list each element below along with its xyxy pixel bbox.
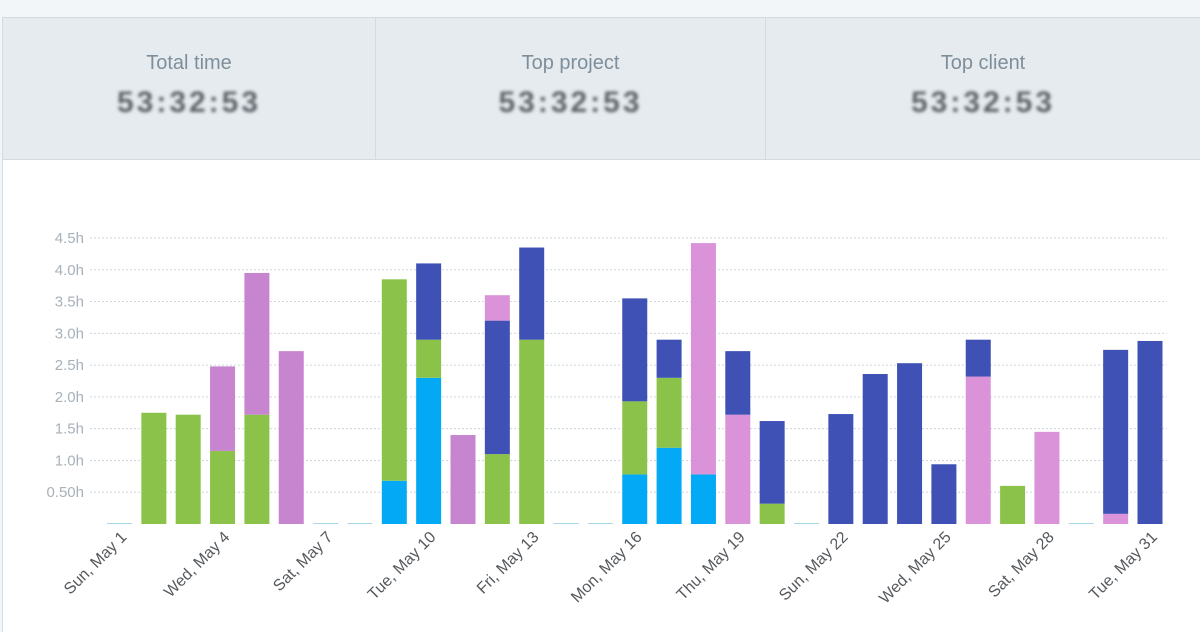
total-time-value: 53:32:53 <box>116 86 262 119</box>
x-tick-label: Sat, May 7 <box>270 529 336 595</box>
top-client-label: Top client <box>940 52 1026 74</box>
empty-day-marker <box>1068 523 1094 524</box>
total-time-label: Total time <box>146 52 232 74</box>
top-client-card: Top client 53:32:53 <box>766 18 1200 159</box>
bar-segment <box>416 263 442 340</box>
bar-segment <box>965 376 991 524</box>
bar-segment <box>622 401 648 475</box>
bar-segment <box>450 435 476 524</box>
bar-segment <box>210 366 236 451</box>
bar-segment <box>484 320 510 455</box>
bar-segment <box>725 414 751 524</box>
bar-segment <box>278 351 304 524</box>
bar-segment <box>381 480 407 524</box>
bar-segment <box>416 377 442 524</box>
x-tick-label: Sun, May 22 <box>776 529 852 605</box>
total-time-card: Total time 53:32:53 <box>3 18 376 159</box>
bar-segment <box>484 295 510 321</box>
bar-segment <box>931 464 957 524</box>
bar-segment <box>1137 340 1163 524</box>
y-tick-label: 3.5h <box>55 294 84 311</box>
bar-segment <box>175 414 201 524</box>
bar-segment <box>381 279 407 481</box>
y-tick-label: 1.5h <box>55 421 84 438</box>
bar-segment <box>828 414 854 524</box>
y-tick-label: 2.0h <box>55 389 84 406</box>
y-tick-label: 3.0h <box>55 325 84 342</box>
y-tick-label: 0.50h <box>46 484 84 501</box>
x-tick-label: Thu, May 19 <box>674 529 749 604</box>
y-tick-label: 1.0h <box>55 452 84 469</box>
x-tick-label: Tue, May 31 <box>1086 529 1161 604</box>
x-tick-label: Wed, May 4 <box>161 529 233 601</box>
top-project-card: Top project 53:32:53 <box>376 18 766 159</box>
bar-segment <box>656 339 682 378</box>
bar-segment <box>656 377 682 448</box>
bar-segment <box>690 243 716 475</box>
bar-segment <box>862 374 888 524</box>
bar-segment <box>897 363 923 524</box>
bar-segment <box>690 474 716 524</box>
empty-day-marker <box>347 523 373 524</box>
y-tick-label: 2.5h <box>55 357 84 374</box>
empty-day-marker <box>553 523 579 524</box>
bar-segment <box>519 247 545 340</box>
empty-day-marker <box>587 523 613 524</box>
bar-segment <box>244 272 270 415</box>
bar-segment <box>416 339 442 378</box>
bar-segment <box>725 351 751 415</box>
x-tick-label: Wed, May 25 <box>876 529 955 608</box>
summary-bar: Total time 53:32:53 Top project 53:32:53… <box>3 18 1200 160</box>
bar-segment <box>656 447 682 524</box>
top-project-value: 53:32:53 <box>498 86 643 119</box>
bar-segment <box>1034 431 1060 524</box>
bar-segment <box>965 339 991 377</box>
bar-segment <box>519 339 545 524</box>
bar-segment <box>1103 513 1129 524</box>
bar-segment <box>484 454 510 524</box>
bar-segment <box>759 503 785 524</box>
x-tick-label: Sun, May 1 <box>61 529 130 598</box>
bar-segment <box>622 474 648 524</box>
bar-segment <box>244 414 270 524</box>
bar-segment <box>759 421 785 504</box>
top-project-label: Top project <box>521 52 620 74</box>
empty-day-marker <box>107 523 132 524</box>
x-tick-label: Sat, May 28 <box>985 529 1057 601</box>
x-tick-label: Tue, May 10 <box>365 529 440 604</box>
bar-segment <box>622 298 648 402</box>
top-client-value: 53:32:53 <box>910 86 1056 119</box>
bar-segment <box>1103 349 1129 514</box>
empty-day-marker <box>794 523 819 524</box>
bar-segment <box>141 412 167 524</box>
y-tick-label: 4.5h <box>55 230 84 247</box>
reports-panel: Total time 53:32:53 Top project 53:32:53… <box>2 17 1200 632</box>
x-tick-label: Fri, May 13 <box>474 529 543 598</box>
bar-segment <box>1000 485 1026 524</box>
y-tick-label: 4.0h <box>55 262 84 279</box>
empty-day-marker <box>313 523 339 524</box>
x-tick-label: Mon, May 16 <box>568 529 645 606</box>
bar-segment <box>210 450 236 524</box>
